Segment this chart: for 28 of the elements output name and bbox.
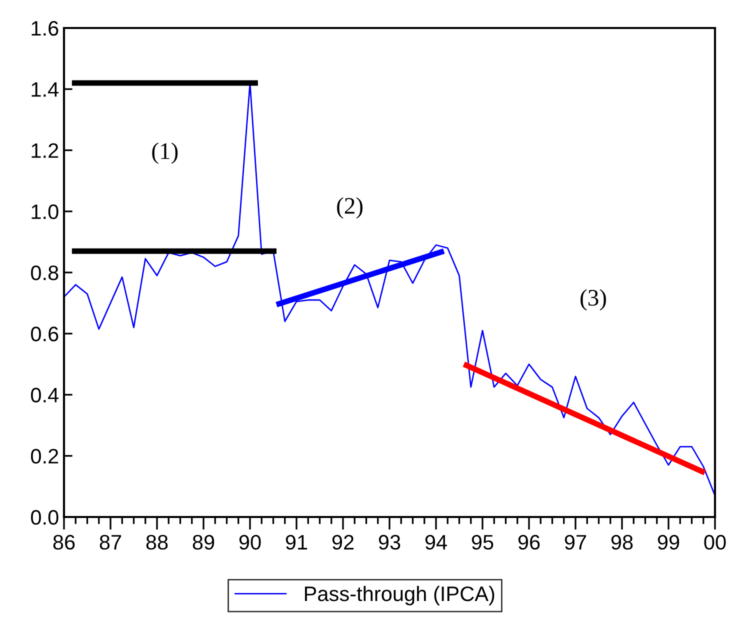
x-tick-label: 99	[658, 534, 680, 550]
x-tick-label: 91	[286, 534, 308, 550]
x-tick-label: 86	[53, 534, 75, 550]
y-tick-label: 0.0	[30, 510, 58, 525]
x-tick-label: 96	[518, 534, 540, 550]
x-tick-label: 00	[704, 534, 726, 550]
x-tick-label: 95	[472, 534, 494, 550]
x-tick-label: 93	[378, 534, 400, 550]
y-tick-label: 0.4	[30, 388, 59, 403]
x-tick-label: 92	[332, 534, 354, 550]
y-tick-label: 0.2	[30, 448, 58, 464]
y-tick-label: 1.2	[32, 143, 58, 158]
y-tick-label: 1.6	[32, 21, 58, 36]
y-tick-label: 1.0	[32, 204, 58, 220]
y-tick-label: 1.4	[32, 82, 59, 97]
x-tick-label: 97	[564, 534, 586, 550]
legend-label: Pass-through (IPCA)	[304, 586, 494, 606]
annotation: (1)	[152, 142, 178, 164]
x-tick-label: 87	[100, 534, 122, 550]
y-tick-label: 0.6	[30, 326, 58, 342]
x-tick-label: 94	[425, 534, 447, 550]
x-tick-label: 88	[146, 534, 168, 550]
x-tick-label: 90	[239, 534, 261, 550]
y-tick-label: 0.8	[30, 266, 58, 280]
x-tick-label: 98	[611, 534, 633, 550]
x-tick-label: 89	[192, 534, 214, 550]
annotation: (3)	[580, 289, 606, 311]
annotation: (2)	[337, 197, 363, 219]
